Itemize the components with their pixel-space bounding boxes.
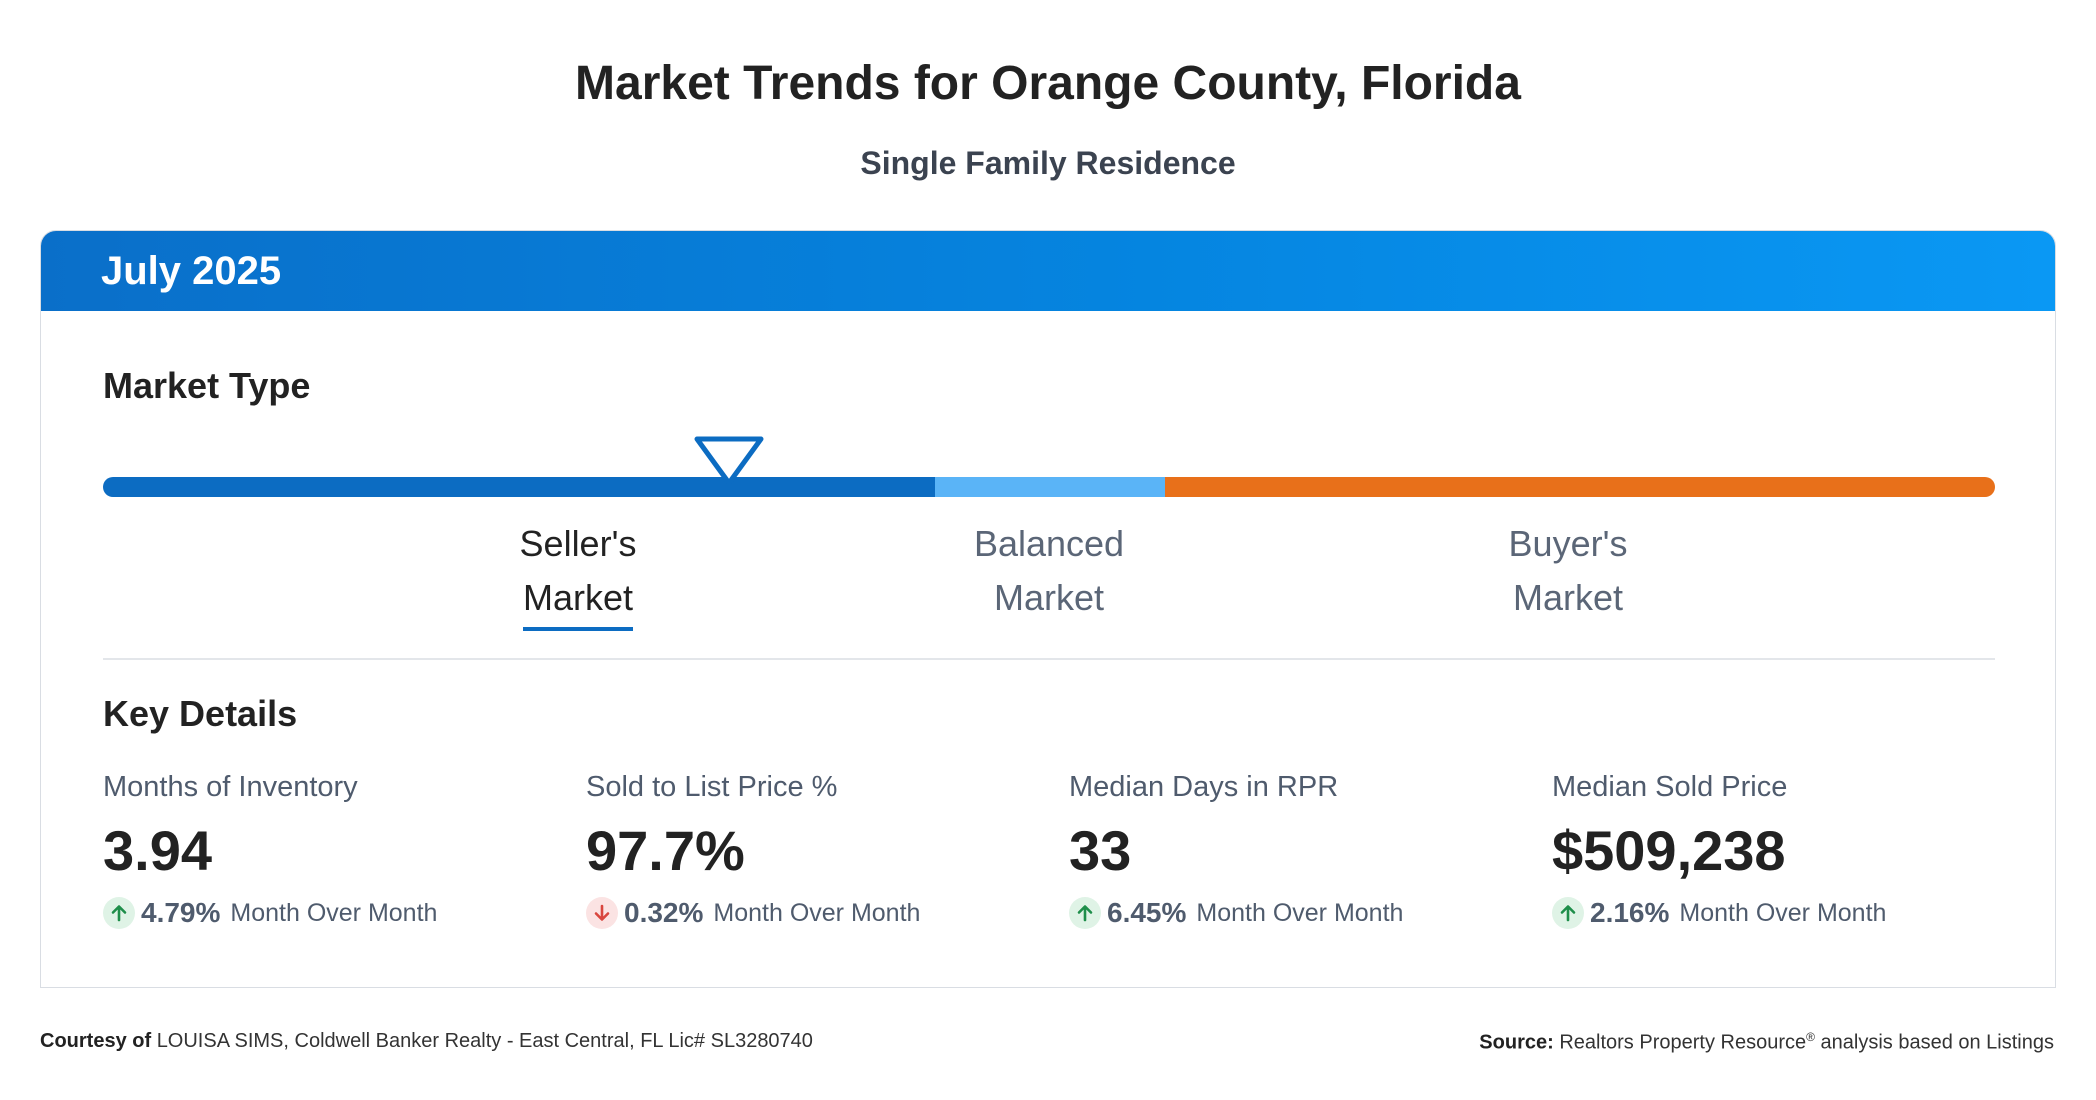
metric-label: Median Days in RPR <box>1069 771 1339 803</box>
courtesy-label: Courtesy of <box>40 1030 152 1052</box>
arrow-up-icon <box>1552 897 1584 929</box>
seller-market-bar <box>103 477 935 497</box>
source-text-after: analysis based on Listings <box>1814 1031 2055 1054</box>
change-percent: 0.32% <box>624 897 704 928</box>
change-period: Month Over Month <box>1679 898 1887 927</box>
metric-value: 97.7% <box>586 819 745 882</box>
change-period: Month Over Month <box>1196 898 1404 927</box>
change-period: Month Over Month <box>713 898 921 927</box>
metric-change: 6.45% Month Over Month <box>1069 897 1529 929</box>
key-details-heading: Key Details <box>103 693 298 734</box>
arrow-up-icon <box>1069 897 1101 929</box>
section-divider <box>103 658 1995 660</box>
market-type-heading: Market Type <box>103 365 311 406</box>
month-label: July 2025 <box>101 249 282 293</box>
metric-median-sold-price: Median Sold Price $509,238 2.16% Month O… <box>1552 771 2012 929</box>
change-percent: 4.79% <box>141 897 221 928</box>
metric-value: $509,238 <box>1552 819 1786 882</box>
metric-label: Months of Inventory <box>103 771 358 803</box>
registered-mark: ® <box>1806 1030 1815 1044</box>
courtesy-text: LOUISA SIMS, Coldwell Banker Realty - Ea… <box>156 1030 813 1052</box>
seller-market-label[interactable]: Seller's Market <box>448 517 708 631</box>
metric-change: 0.32% Month Over Month <box>586 897 1046 929</box>
metric-value: 3.94 <box>103 819 212 882</box>
metric-value: 33 <box>1069 819 1132 882</box>
source-footer: Source: Realtors Property Resource® anal… <box>1479 1030 2054 1055</box>
page-title: Market Trends for Orange County, Florida <box>575 57 1521 110</box>
courtesy-footer: Courtesy of LOUISA SIMS, Coldwell Banker… <box>40 1030 813 1053</box>
metric-sold-to-list-price: Sold to List Price % 97.7% 0.32% Month O… <box>586 771 1046 929</box>
arrow-down-icon <box>586 897 618 929</box>
buyer-market-label[interactable]: Buyer's Market <box>1508 523 1628 618</box>
change-period: Month Over Month <box>230 898 438 927</box>
market-card: July 2025 Market Type Seller's Market Ba… <box>40 230 2056 988</box>
balanced-market-bar <box>935 477 1165 497</box>
card-header: July 2025 <box>41 231 2055 311</box>
metric-months-of-inventory: Months of Inventory 3.94 4.79% Month Ove… <box>103 771 563 929</box>
source-label: Source: <box>1479 1031 1554 1054</box>
metric-label: Median Sold Price <box>1552 771 1788 803</box>
page-subtitle: Single Family Residence <box>860 145 1236 181</box>
change-percent: 6.45% <box>1107 897 1187 928</box>
source-text: Realtors Property Resource <box>1559 1031 1807 1054</box>
market-indicator-icon <box>694 436 764 486</box>
arrow-up-icon <box>103 897 135 929</box>
change-percent: 2.16% <box>1590 897 1670 928</box>
metric-change: 2.16% Month Over Month <box>1552 897 2012 929</box>
buyer-market-bar <box>1165 477 1995 497</box>
metric-change: 4.79% Month Over Month <box>103 897 563 929</box>
metric-label: Sold to List Price % <box>586 771 838 803</box>
metric-median-days-in-rpr: Median Days in RPR 33 6.45% Month Over M… <box>1069 771 1529 929</box>
balanced-market-label[interactable]: Balanced Market <box>973 523 1125 618</box>
